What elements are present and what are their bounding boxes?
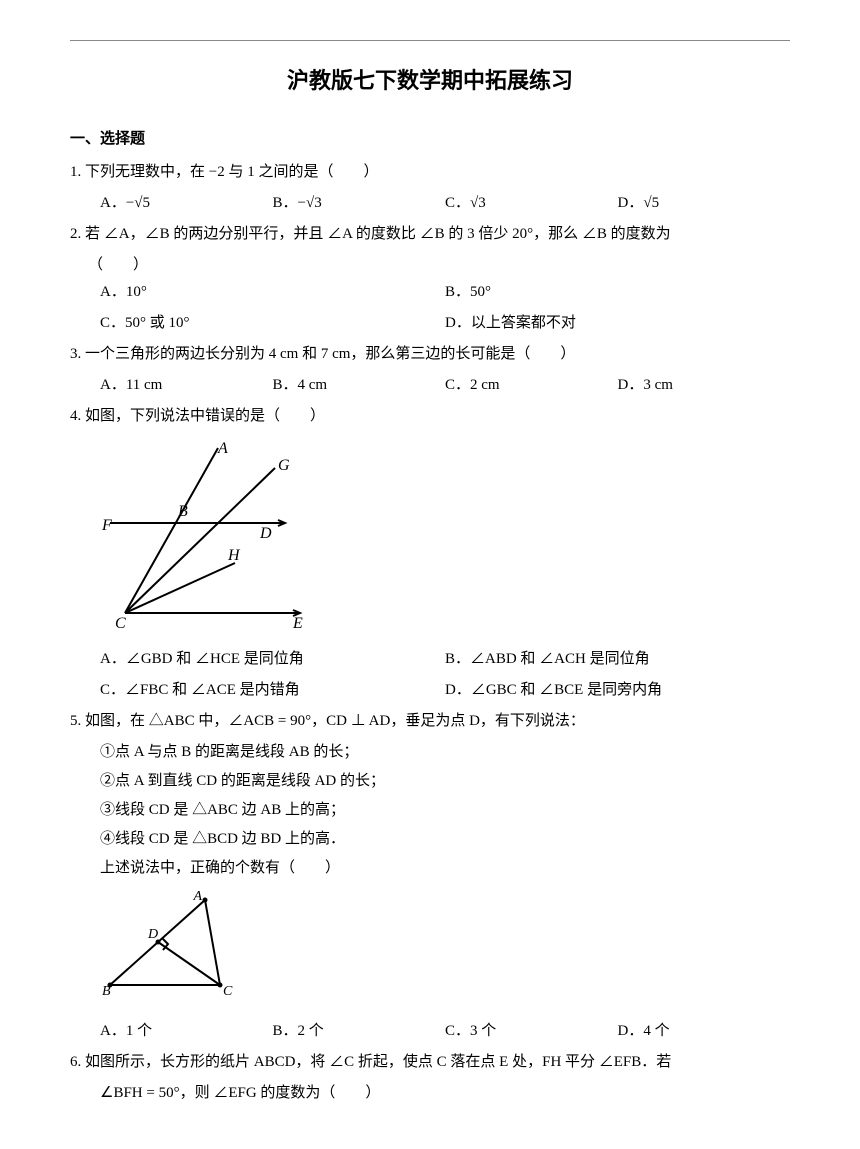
q5-option-d: D．4 个 <box>618 1018 791 1045</box>
q4-label-g: G <box>278 457 290 474</box>
q5-statement-5: 上述说法中，正确的个数有（ ） <box>70 855 790 882</box>
q4-label-h: H <box>227 547 241 564</box>
q5-label-b: B <box>102 984 111 999</box>
q5-option-b: B．2 个 <box>273 1018 446 1045</box>
q1-option-c: C．√3 <box>445 190 618 217</box>
q4-label-f: F <box>101 517 112 534</box>
q4-options-row1: A．∠GBD 和 ∠HCE 是同位角 B．∠ABD 和 ∠ACH 是同位角 <box>70 646 790 673</box>
q5-text: 如图，在 △ABC 中，∠ACB = 90°，CD ⊥ AD，垂足为点 D，有下… <box>85 713 585 729</box>
q5-diagram: A B C D <box>100 890 260 1000</box>
q4-label-a: A <box>217 440 228 457</box>
q4-option-c: C．∠FBC 和 ∠ACE 是内错角 <box>100 677 445 704</box>
q4-label-b: B <box>178 503 188 520</box>
q5-option-c: C．3 个 <box>445 1018 618 1045</box>
question-4: 4. 如图，下列说法中错误的是（ ） <box>70 403 790 430</box>
q5-statement-2: ②点 A 到直线 CD 的距离是线段 AD 的长； <box>70 768 790 795</box>
q4-option-d: D．∠GBC 和 ∠BCE 是同旁内角 <box>445 677 790 704</box>
q4-options-row2: C．∠FBC 和 ∠ACE 是内错角 D．∠GBC 和 ∠BCE 是同旁内角 <box>70 677 790 704</box>
q4-label-c: C <box>115 615 126 628</box>
section-heading: 一、选择题 <box>70 126 790 153</box>
q5-figure: A B C D <box>100 890 790 1010</box>
q2-number: 2. <box>70 226 81 242</box>
q1-option-d: D．√5 <box>618 190 791 217</box>
q5-option-a: A．1 个 <box>100 1018 273 1045</box>
q1-options: A．−√5 B．−√3 C．√3 D．√5 <box>70 190 790 217</box>
q3-option-c: C．2 cm <box>445 372 618 399</box>
q1-text: 下列无理数中，在 −2 与 1 之间的是（ ） <box>85 164 378 180</box>
q5-statement-4: ④线段 CD 是 △BCD 边 BD 上的高． <box>70 826 790 853</box>
q4-label-e: E <box>292 615 303 628</box>
question-3: 3. 一个三角形的两边长分别为 4 cm 和 7 cm，那么第三边的长可能是（ … <box>70 341 790 368</box>
question-5: 5. 如图，在 △ABC 中，∠ACB = 90°，CD ⊥ AD，垂足为点 D… <box>70 708 790 735</box>
q6-number: 6. <box>70 1054 81 1070</box>
q3-option-a: A．11 cm <box>100 372 273 399</box>
q1-option-a: A．−√5 <box>100 190 273 217</box>
q5-options: A．1 个 B．2 个 C．3 个 D．4 个 <box>70 1018 790 1045</box>
q5-statement-1: ①点 A 与点 B 的距离是线段 AB 的长； <box>70 739 790 766</box>
q2-option-c: C．50° 或 10° <box>100 310 445 337</box>
q6-text-line2: ∠BFH = 50°，则 ∠EFG 的度数为（ ） <box>70 1080 790 1107</box>
q4-option-b: B．∠ABD 和 ∠ACH 是同位角 <box>445 646 790 673</box>
q4-figure: A G B F D H C E <box>100 438 790 638</box>
q5-statement-3: ③线段 CD 是 △ABC 边 AB 上的高； <box>70 797 790 824</box>
q3-text: 一个三角形的两边长分别为 4 cm 和 7 cm，那么第三边的长可能是（ ） <box>85 346 575 362</box>
q4-label-d: D <box>259 525 272 542</box>
q2-text: 若 ∠A，∠B 的两边分别平行，并且 ∠A 的度数比 ∠B 的 3 倍少 20°… <box>85 226 671 242</box>
question-2: 2. 若 ∠A，∠B 的两边分别平行，并且 ∠A 的度数比 ∠B 的 3 倍少 … <box>70 221 790 248</box>
q4-diagram: A G B F D H C E <box>100 438 320 628</box>
q4-number: 4. <box>70 408 81 424</box>
q5-label-d: D <box>147 927 158 942</box>
q1-option-b: B．−√3 <box>273 190 446 217</box>
q5-label-a: A <box>192 890 202 904</box>
document-title: 沪教版七下数学期中拓展练习 <box>70 61 790 101</box>
q3-options: A．11 cm B．4 cm C．2 cm D．3 cm <box>70 372 790 399</box>
q6-text: 如图所示，长方形的纸片 ABCD，将 ∠C 折起，使点 C 落在点 E 处，FH… <box>85 1054 671 1070</box>
page-top-rule <box>70 40 790 41</box>
q2-option-a: A．10° <box>100 279 445 306</box>
q2-paren: （ ） <box>70 252 790 279</box>
q3-option-b: B．4 cm <box>273 372 446 399</box>
q1-number: 1. <box>70 164 81 180</box>
q5-number: 5. <box>70 713 81 729</box>
q3-number: 3. <box>70 346 81 362</box>
q3-option-d: D．3 cm <box>618 372 791 399</box>
question-1: 1. 下列无理数中，在 −2 与 1 之间的是（ ） <box>70 159 790 186</box>
q4-text: 如图，下列说法中错误的是（ ） <box>85 408 325 424</box>
q2-option-d: D．以上答案都不对 <box>445 310 790 337</box>
q2-options-row2: C．50° 或 10° D．以上答案都不对 <box>70 310 790 337</box>
q5-label-c: C <box>223 984 233 999</box>
q2-option-b: B．50° <box>445 279 790 306</box>
q4-option-a: A．∠GBD 和 ∠HCE 是同位角 <box>100 646 445 673</box>
question-6: 6. 如图所示，长方形的纸片 ABCD，将 ∠C 折起，使点 C 落在点 E 处… <box>70 1049 790 1076</box>
q2-options-row1: A．10° B．50° <box>70 279 790 306</box>
